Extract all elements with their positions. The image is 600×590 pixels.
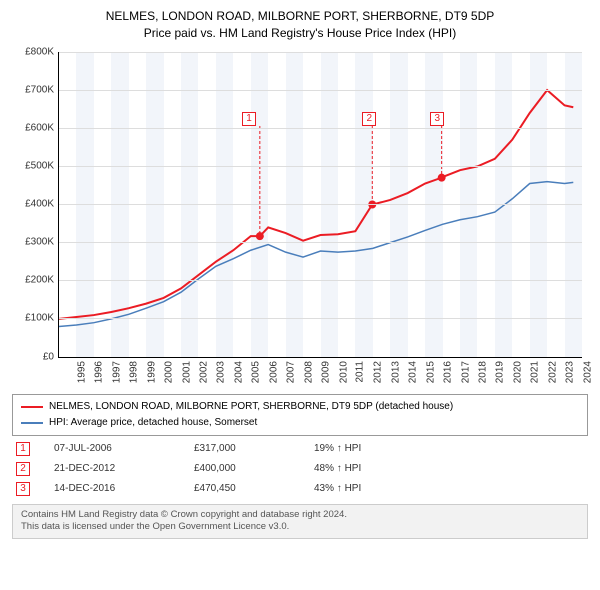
x-tick-label: 2006 [268,361,279,383]
x-tick-label: 2008 [303,361,314,383]
x-tick-label: 2004 [233,361,244,383]
x-tick-label: 2019 [495,361,506,383]
title-line-2: Price paid vs. HM Land Registry's House … [12,25,588,42]
x-tick-label: 2009 [320,361,331,383]
y-tick-label: £400K [12,199,54,210]
sale-price: £317,000 [194,443,314,454]
sale-marker-box: 3 [430,112,444,126]
x-tick-label: 2018 [477,361,488,383]
sale-price: £400,000 [194,463,314,474]
footer-line-1: Contains HM Land Registry data © Crown c… [21,509,579,522]
sale-marker-dot [256,232,264,240]
x-tick-label: 1996 [94,361,105,383]
sale-idx: 1 [16,442,30,456]
x-tick-label: 2013 [390,361,401,383]
legend-label-2: HPI: Average price, detached house, Some… [49,415,257,431]
title-line-1: NELMES, LONDON ROAD, MILBORNE PORT, SHER… [12,8,588,25]
x-tick-label: 1995 [76,361,87,383]
legend-row-2: HPI: Average price, detached house, Some… [21,415,579,431]
sale-marker-box: 2 [362,112,376,126]
x-tick-label: 2007 [285,361,296,383]
x-tick-label: 2010 [338,361,349,383]
sale-idx: 2 [16,462,30,476]
x-tick-label: 2015 [425,361,436,383]
sale-idx: 3 [16,482,30,496]
sale-diff: 43% ↑ HPI [314,483,361,494]
x-tick-label: 2021 [530,361,541,383]
x-tick-label: 2005 [251,361,262,383]
chart-area: £0 £100K £200K £300K £400K £500K £600K £700K £80… [12,48,588,388]
x-tick-label: 2022 [547,361,558,383]
sale-price: £470,450 [194,483,314,494]
chart-container: NELMES, LONDON ROAD, MILBORNE PORT, SHER… [0,0,600,590]
x-tick-label: 2016 [442,361,453,383]
sale-date: 14-DEC-2016 [54,483,194,494]
sale-marker-box: 1 [242,112,256,126]
legend-label-1: NELMES, LONDON ROAD, MILBORNE PORT, SHER… [49,399,453,415]
y-tick-label: £500K [12,160,54,171]
footer-line-2: This data is licensed under the Open Gov… [21,521,579,534]
x-tick-label: 2002 [198,361,209,383]
x-tick-label: 1998 [129,361,140,383]
y-tick-label: £0 [12,351,54,362]
legend: NELMES, LONDON ROAD, MILBORNE PORT, SHER… [12,394,588,436]
x-tick-label: 1997 [111,361,122,383]
sales-list: 1 07-JUL-2006£317,00019% ↑ HPI 2 21-DEC-201… [12,442,588,496]
series-hpi [59,181,573,326]
sale-date: 21-DEC-2012 [54,463,194,474]
title-block: NELMES, LONDON ROAD, MILBORNE PORT, SHER… [12,8,588,42]
x-tick-label: 2001 [181,361,192,383]
y-tick-label: £200K [12,275,54,286]
sale-row: 1 07-JUL-2006£317,00019% ↑ HPI [12,442,588,456]
x-tick-label: 2024 [582,361,593,383]
x-tick-label: 2000 [163,361,174,383]
legend-swatch-2 [21,422,43,424]
legend-swatch-1 [21,406,43,408]
x-tick-label: 2012 [373,361,384,383]
x-tick-label: 2003 [216,361,227,383]
sale-row: 3 14-DEC-2016£470,45043% ↑ HPI [12,482,588,496]
x-tick-label: 1999 [146,361,157,383]
sale-row: 2 21-DEC-2012£400,00048% ↑ HPI [12,462,588,476]
y-tick-label: £300K [12,237,54,248]
x-tick-label: 2017 [460,361,471,383]
x-tick-label: 2014 [407,361,418,383]
y-tick-label: £800K [12,46,54,57]
footer: Contains HM Land Registry data © Crown c… [12,504,588,540]
sale-marker-dot [438,173,446,181]
sale-diff: 48% ↑ HPI [314,463,361,474]
x-tick-label: 2020 [512,361,523,383]
sale-diff: 19% ↑ HPI [314,443,361,454]
plot-region: 1 2 3 [58,52,582,358]
x-tick-label: 2011 [354,361,365,383]
y-tick-label: £700K [12,84,54,95]
x-tick-label: 2023 [564,361,575,383]
sale-date: 07-JUL-2006 [54,443,194,454]
y-tick-label: £600K [12,122,54,133]
legend-row-1: NELMES, LONDON ROAD, MILBORNE PORT, SHER… [21,399,579,415]
y-tick-label: £100K [12,313,54,324]
